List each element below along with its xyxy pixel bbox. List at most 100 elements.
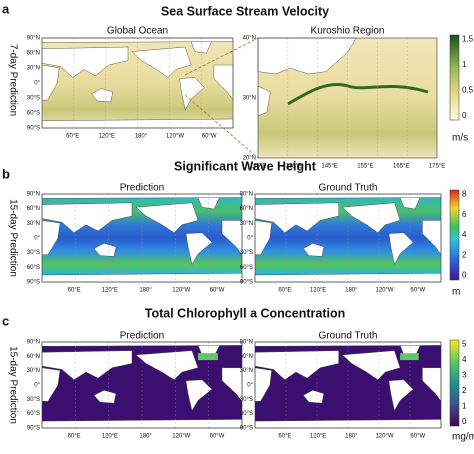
lon-tick-label: 60°W: [410, 288, 425, 294]
y-axis-label: 7-day Prediction: [7, 44, 18, 116]
colorbar-tick-label: 0: [462, 111, 467, 120]
lat-tick-label: 60°S: [27, 411, 40, 417]
lat-tick-label: 60°N: [27, 206, 40, 212]
lon-tick-label: 60°E: [66, 134, 79, 140]
lon-tick-label: 120°W: [172, 434, 190, 440]
lon-tick-label: 60°E: [68, 434, 81, 440]
lon-tick-label: 165°E: [393, 164, 409, 170]
lon-tick-label: 180°: [345, 434, 358, 440]
lat-tick-label: 0°: [247, 383, 253, 389]
lon-tick-label: 60°E: [68, 288, 81, 294]
lon-tick-label: 120°E: [102, 434, 118, 440]
colorbar-tick-label: 1.5: [462, 34, 474, 43]
map-title: Prediction: [120, 331, 164, 342]
map-frame: [41, 37, 234, 129]
lon-tick-label: 60°W: [210, 434, 225, 440]
current: [287, 82, 429, 106]
lat-tick-label: 90°S: [27, 426, 40, 432]
colorbar-tick-label: 5: [462, 339, 467, 348]
map-land: [388, 232, 414, 265]
map-land: [93, 389, 117, 404]
panel-title: Sea Surface Stream Velocity: [161, 4, 329, 18]
map-land: [303, 389, 325, 404]
map-title: Ground Truth: [319, 183, 378, 194]
lat-tick-label: 30°S: [240, 250, 253, 256]
lat-tick-label: 90°N: [240, 192, 253, 198]
lat-tick-label: 0°: [34, 383, 40, 389]
lat-tick-label: 60°N: [240, 206, 253, 212]
lon-tick-label: 60°W: [202, 134, 217, 140]
colorbar-tick-label: 4: [462, 230, 467, 239]
lon-tick-label: 120°E: [310, 434, 326, 440]
lat-tick-label: 60°S: [240, 265, 253, 271]
panel-title: Significant Wave Height: [174, 159, 317, 173]
map-frame: [41, 193, 243, 283]
lon-tick-label: 120°W: [166, 134, 184, 140]
lat-tick-label: 90°N: [240, 340, 253, 346]
map-frame: [254, 341, 442, 429]
lat-tick-label: 60°N: [27, 51, 40, 57]
lon-tick-label: 120°E: [102, 288, 118, 294]
colorbar-tick-label: 3: [462, 370, 467, 379]
map-land: [213, 64, 234, 101]
map-frame: [41, 341, 243, 429]
colorbar-unit: m: [452, 287, 460, 298]
lat-tick-label: 20°N: [243, 156, 256, 162]
lon-tick-label: 60°E: [278, 434, 291, 440]
bloom: [198, 353, 218, 361]
panel-label: b: [2, 166, 10, 181]
colorbar-tick-label: 0: [462, 417, 467, 426]
lat-tick-label: 60°S: [27, 265, 40, 271]
map-land: [185, 379, 213, 412]
colorbar-tick-label: 1: [462, 60, 467, 69]
map-land: [221, 367, 243, 402]
lat-tick-label: 0°: [34, 81, 40, 87]
y-axis-label: 15-day Prediction: [7, 346, 18, 424]
lat-tick-label: 90°N: [27, 192, 40, 198]
colorbar-tick-label: 6: [462, 210, 467, 219]
lon-tick-label: 180°: [139, 434, 152, 440]
lat-tick-label: 30°N: [27, 66, 40, 72]
zoom-line: [184, 94, 259, 159]
lon-tick-label: 180°: [345, 288, 358, 294]
map-land: [93, 243, 117, 257]
map-land: [254, 350, 339, 381]
colorbar-tick-label: 0.5: [462, 85, 474, 94]
colorbar-tick-label: 2: [462, 250, 467, 259]
map-land: [91, 88, 113, 103]
lat-tick-label: 0°: [247, 236, 253, 242]
lon-tick-label: 60°E: [278, 288, 291, 294]
lon-tick-label: 120°W: [375, 434, 393, 440]
map-title: Global Ocean: [107, 26, 168, 37]
colorbar-tick-label: 8: [462, 190, 467, 199]
lat-tick-label: 30°N: [27, 368, 40, 374]
map-land: [422, 367, 442, 402]
colorbar-unit: mg/m³: [452, 432, 474, 443]
colorbar: [449, 34, 460, 121]
y-axis-label: 15-day Prediction: [7, 199, 18, 277]
lat-tick-label: 90°N: [27, 36, 40, 42]
colorbar-tick-label: 1: [462, 401, 467, 410]
colorbar: [449, 339, 460, 427]
lat-tick-label: 60°N: [240, 354, 253, 360]
lon-tick-label: 60°W: [410, 434, 425, 440]
colorbar: [449, 189, 460, 281]
map-frame: [257, 37, 438, 159]
lat-tick-label: 30°N: [240, 221, 253, 227]
map-land: [254, 202, 339, 233]
lat-tick-label: 40°N: [243, 36, 256, 42]
lon-tick-label: 120°W: [375, 288, 393, 294]
lat-tick-label: 0°: [34, 236, 40, 242]
lat-tick-label: 90°N: [27, 340, 40, 346]
map-land: [221, 220, 243, 256]
panel-label: a: [2, 1, 10, 16]
map-land: [257, 37, 357, 75]
lat-tick-label: 30°S: [27, 397, 40, 403]
lat-tick-label: 30°N: [27, 221, 40, 227]
map-land: [41, 350, 133, 381]
map-land: [135, 202, 199, 233]
lat-tick-label: 30°N: [240, 368, 253, 374]
lon-tick-label: 120°E: [99, 134, 115, 140]
lon-tick-label: 180°: [135, 134, 148, 140]
